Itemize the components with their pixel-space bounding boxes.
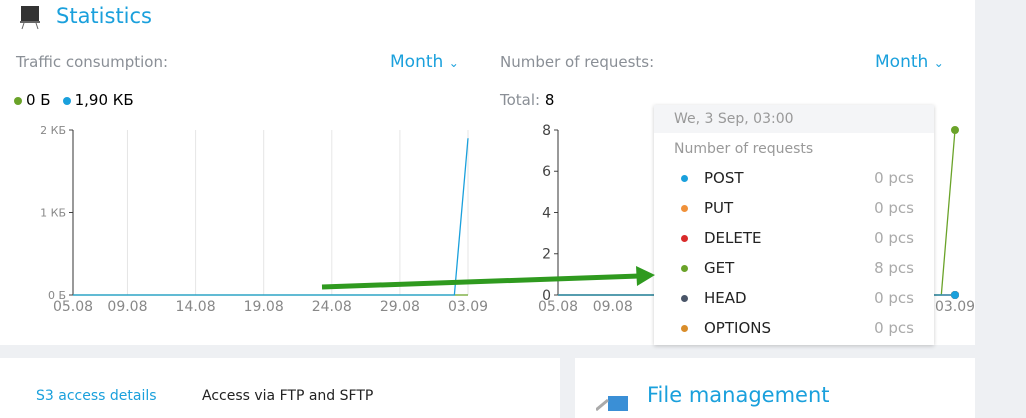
tooltip-dot — [681, 235, 688, 242]
period-select[interactable]: Month ⌄ — [875, 52, 944, 72]
tooltip-items: POST 0 pcs PUT 0 pcs DELETE 0 pcs GET 8 pcs HEAD… — [654, 163, 934, 343]
tooltip-value: 0 pcs — [874, 289, 914, 307]
x-tick-label: 05.08 — [53, 299, 93, 315]
legend: 0 Б 1,90 КБ — [14, 91, 146, 109]
tooltip-dot — [681, 295, 688, 302]
series-line — [73, 138, 469, 296]
tooltip-name: POST — [704, 169, 744, 187]
traffic-chart: 05.08 09.08 14.08 19.08 24.08 29.08 03.09 0 Б 1 … — [40, 124, 488, 315]
access-text: Access via FTP and SFTP — [202, 388, 374, 404]
tooltip-value: 0 pcs — [874, 229, 914, 247]
tooltip-name: PUT — [704, 199, 734, 217]
tooltip-row: HEAD 0 pcs — [654, 283, 934, 313]
x-tick-label: 29.08 — [380, 299, 420, 315]
tooltip-row: GET 8 pcs — [654, 253, 934, 283]
y-tick-label: 1 КБ — [40, 206, 66, 219]
tooltip-name: OPTIONS — [704, 319, 771, 337]
y-tick-label: 8 — [542, 123, 551, 139]
tooltip-dot — [681, 205, 688, 212]
x-tick-label: 19.08 — [244, 299, 284, 315]
tooltip-name: HEAD — [704, 289, 747, 307]
title: Statistics — [56, 4, 152, 28]
y-tick-label: 2 — [542, 247, 551, 263]
files-title: File management — [647, 383, 830, 407]
files-card — [575, 358, 975, 418]
point — [951, 291, 959, 299]
arrow-annotation — [321, 266, 655, 290]
tooltip-name: DELETE — [704, 229, 762, 247]
y-tick-label: 0 — [542, 288, 551, 304]
point — [951, 126, 959, 134]
tooltip-row: POST 0 pcs — [654, 163, 934, 193]
tooltip-dot — [681, 175, 688, 182]
tab[interactable]: S3 access details — [36, 388, 157, 404]
x-tick-label: 14.08 — [176, 299, 216, 315]
tooltip-row: PUT 0 pcs — [654, 193, 934, 223]
x-tick-label: 03.09 — [935, 299, 975, 315]
legend-item: 0 Б — [14, 91, 51, 109]
period-select[interactable]: Month ⌄ — [390, 52, 459, 72]
x-tick-label: 09.08 — [107, 299, 147, 315]
y-tick-label: 6 — [542, 164, 551, 180]
files-icon — [596, 396, 628, 411]
tooltip-dot — [681, 265, 688, 272]
legend-label: 0 Б — [26, 91, 51, 109]
tooltip-heading: Number of requests — [674, 141, 814, 157]
legend-label: 1,90 КБ — [74, 91, 134, 109]
tooltip-date: We, 3 Sep, 03:00 — [654, 105, 934, 133]
x-tick-label: 09.08 — [593, 299, 633, 315]
access-card — [0, 358, 560, 418]
period: Month — [875, 52, 929, 72]
x-tick-label: 05.08 — [538, 299, 578, 315]
tooltip-value: 0 pcs — [874, 169, 914, 187]
tooltip-value: 8 pcs — [874, 259, 914, 277]
legend-dot — [14, 97, 22, 105]
y-tick-label: 2 КБ — [40, 124, 66, 137]
x-tick-label: 24.08 — [312, 299, 352, 315]
legend-dot — [62, 97, 71, 105]
total: Total: 8 — [500, 91, 554, 109]
period: Month — [390, 52, 444, 72]
x-tick-label: 03.09 — [448, 299, 488, 315]
legend-item: 1,90 КБ — [62, 91, 134, 109]
total-value: 8 — [544, 91, 555, 109]
y-tick-label: 4 — [542, 205, 551, 221]
requests-label: Number of requests: — [500, 53, 655, 71]
tooltip-row: OPTIONS 0 pcs — [654, 313, 934, 343]
tooltip-name: GET — [704, 259, 735, 277]
y-tick-label: 0 Б — [48, 289, 66, 302]
tooltip-row: DELETE 0 pcs — [654, 223, 934, 253]
tooltip-value: 0 pcs — [874, 319, 914, 337]
total-label: Total: — [500, 91, 541, 109]
tooltip: We, 3 Sep, 03:00 Number of requests POST… — [654, 105, 934, 345]
tooltip-value: 0 pcs — [874, 199, 914, 217]
traffic-label: Traffic consumption: — [16, 53, 169, 71]
tooltip-dot — [681, 325, 688, 332]
stats-icon — [20, 6, 40, 30]
